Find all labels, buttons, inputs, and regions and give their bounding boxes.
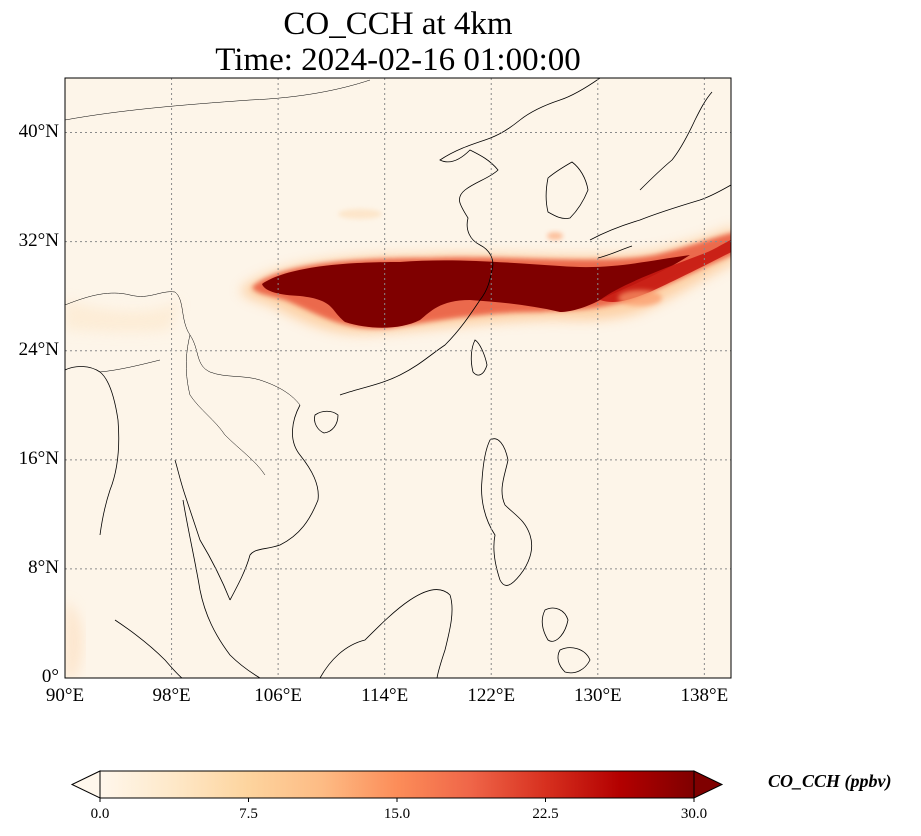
lon-tick-label: 138°E [680, 685, 729, 706]
lat-tick-label: 32°N [18, 229, 59, 251]
colorbar-tickmarks [99, 798, 695, 802]
colorbar-tick-label: 30.0 [680, 806, 708, 822]
lat-tick-label: 24°N [18, 338, 59, 360]
lon-tick-label: 114°E [361, 685, 409, 706]
philippines-coastline [481, 438, 533, 586]
sumatra-coastline [114, 619, 183, 678]
china-coastline [339, 78, 601, 396]
map-background [65, 78, 731, 678]
coastlines [65, 78, 731, 678]
lon-tick-label: 106°E [254, 685, 302, 706]
new-guinea-area-coastline [557, 647, 591, 674]
hainan-coastline [314, 410, 339, 434]
colorbar-extend-min [70, 770, 101, 799]
colorbar-tick-label: 7.5 [239, 806, 258, 822]
sulawesi-coastline [541, 607, 569, 642]
lat-tick-label: 16°N [18, 447, 59, 469]
lon-tick-label: 98°E [152, 685, 191, 706]
map-title: CO_CCH at 4km [283, 6, 513, 42]
colorbar-tick-label: 15.0 [383, 806, 411, 822]
plume-east-streamer [600, 239, 731, 302]
map-gridlines [65, 78, 731, 678]
border-north [65, 79, 371, 373]
colorbar-extend-max [693, 770, 724, 799]
lat-tick-label: 40°N [18, 120, 59, 142]
myanmar-coastline [65, 366, 120, 536]
map-time-subtitle: Time: 2024-02-16 01:00:00 [215, 42, 581, 78]
borneo-coastline [319, 589, 453, 678]
lat-tick-label: 8°N [28, 556, 59, 578]
colorbar-label: CO_CCH (ppbv) [768, 771, 892, 791]
colorbar-gradient [100, 771, 694, 798]
lon-tick-label: 90°E [45, 685, 85, 706]
concentration-field [65, 209, 731, 678]
colorbar-tick-label: 22.5 [532, 806, 559, 822]
lon-tick-label: 130°E [573, 685, 622, 706]
colorbar [70, 770, 724, 802]
plume-core [262, 255, 690, 328]
indochina-coastline [174, 404, 319, 601]
border-china-south [65, 291, 301, 406]
japan-coastline [589, 91, 731, 259]
lon-tick-label: 122°E [467, 685, 516, 706]
country-borders [65, 79, 371, 476]
korea-coastline [545, 161, 589, 219]
malay-coastline [182, 499, 261, 678]
border-laos-thailand [186, 334, 266, 476]
lat-tick-label: 0° [41, 666, 59, 687]
colorbar-tick-label: 0.0 [90, 806, 110, 822]
map-frame [64, 77, 732, 679]
taiwan-coastline [470, 339, 488, 376]
